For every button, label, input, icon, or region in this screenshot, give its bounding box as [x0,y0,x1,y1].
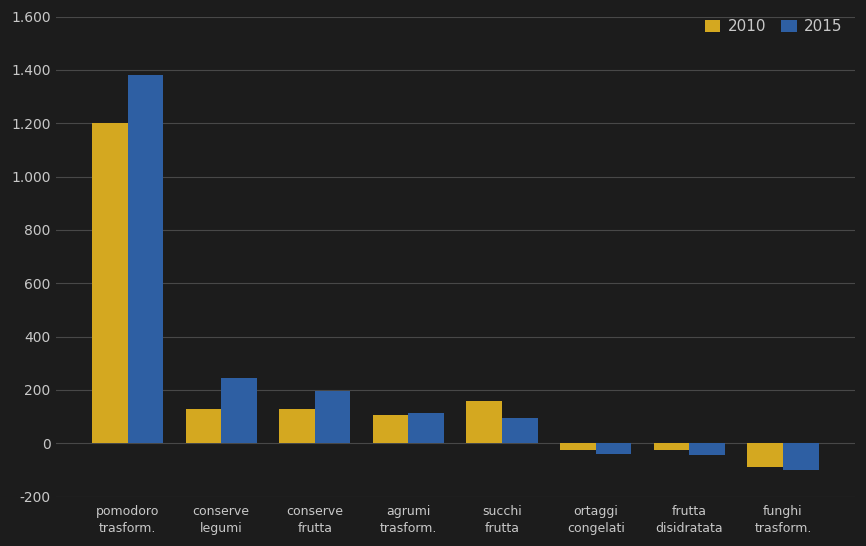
Bar [689,443,725,455]
Bar [560,443,596,450]
Bar [783,443,818,470]
Bar [92,123,127,443]
Bar [373,415,409,443]
Bar [185,408,221,443]
Bar [747,443,783,467]
Bar [654,443,689,450]
Legend: 2010, 2015: 2010, 2015 [700,15,847,39]
Bar [221,378,256,443]
Bar [279,408,314,443]
Bar [467,401,502,443]
Bar [409,413,444,443]
Bar [502,418,538,443]
Bar [127,75,163,443]
Bar [314,391,351,443]
Bar [596,443,631,454]
